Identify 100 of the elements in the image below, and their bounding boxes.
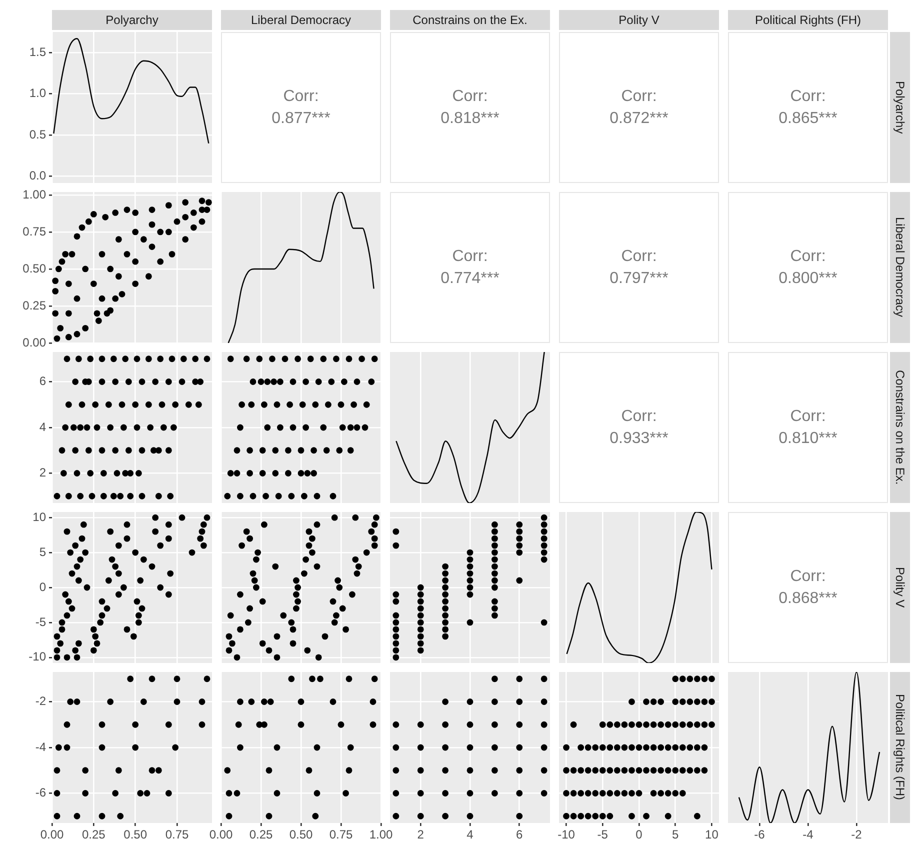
point — [392, 790, 400, 796]
x-tick-label: 5 — [672, 828, 680, 842]
x-tick-label: 0 — [636, 828, 643, 842]
point — [261, 721, 268, 728]
point — [540, 767, 548, 774]
text: 0.818*** — [440, 108, 500, 128]
x-tick-label: 10 — [705, 828, 719, 842]
point — [198, 721, 206, 728]
text: 0.797*** — [610, 268, 668, 288]
x-tick-label: 0.50 — [289, 828, 313, 842]
point — [540, 721, 548, 728]
y-tick-label: 0.0 — [29, 168, 46, 183]
y-tick-label: 10 — [32, 510, 46, 524]
text: 0.865*** — [778, 108, 838, 128]
point — [174, 698, 180, 705]
point — [298, 698, 304, 705]
point — [132, 721, 139, 728]
point — [491, 790, 498, 796]
text: 0.868*** — [778, 588, 838, 608]
point — [234, 790, 240, 796]
point — [226, 812, 232, 820]
x-tick-label: -4 — [802, 828, 814, 842]
point — [392, 721, 400, 728]
point — [516, 790, 523, 796]
point — [309, 676, 316, 682]
point — [261, 698, 268, 705]
point — [346, 676, 352, 682]
point — [237, 744, 244, 751]
text: Liberal Democracy — [890, 192, 910, 343]
point — [540, 676, 548, 682]
y-tick-label: 2 — [39, 466, 46, 480]
point — [347, 744, 354, 751]
point — [226, 790, 232, 796]
text: 0.774*** — [440, 268, 500, 288]
point — [274, 744, 280, 751]
point — [132, 744, 139, 751]
x-tick-label: 0.50 — [124, 828, 148, 842]
text: Liberal Democracy — [221, 10, 381, 30]
point — [98, 812, 106, 820]
point — [165, 790, 172, 796]
point — [442, 812, 449, 820]
point — [198, 698, 206, 705]
point — [417, 767, 424, 774]
point — [237, 698, 244, 705]
point — [64, 744, 70, 751]
point — [274, 790, 280, 796]
y2-axis-title: Political Rights (FH) — [890, 672, 910, 823]
text: Corr: — [790, 406, 826, 426]
y-tick-label: 1.00 — [22, 187, 46, 202]
point — [392, 812, 400, 820]
point — [540, 790, 548, 796]
y-tick-label: -6 — [35, 786, 46, 800]
y-tick-label: 0.50 — [22, 261, 46, 276]
y-tick-label: -2 — [35, 694, 46, 708]
x-tick-label: 4 — [466, 828, 474, 842]
point — [98, 744, 106, 751]
point — [466, 744, 474, 751]
point — [338, 721, 344, 728]
point — [442, 767, 449, 774]
point — [67, 698, 74, 705]
point — [54, 767, 60, 774]
point — [312, 812, 319, 820]
y-tick-label: 0.75 — [22, 224, 46, 238]
point — [442, 744, 449, 751]
chart-title: Polyarchy — [52, 10, 212, 30]
y-tick-label: 1.0 — [29, 86, 46, 100]
text: Polyarchy — [890, 32, 910, 183]
x-tick-label: 1.00 — [369, 828, 393, 842]
point — [491, 698, 498, 705]
text: 0.872*** — [610, 108, 668, 128]
point — [516, 721, 523, 728]
point — [491, 744, 498, 751]
point — [298, 721, 304, 728]
y-tick-label: 1.5 — [29, 44, 46, 59]
point — [82, 790, 89, 796]
point — [392, 767, 400, 774]
y-tick-label: 5 — [39, 544, 46, 559]
point — [392, 744, 400, 751]
y-tick-label: 0.00 — [22, 335, 46, 350]
point — [442, 790, 449, 796]
point — [54, 790, 60, 796]
text: Polity V — [559, 10, 719, 30]
point — [442, 698, 449, 705]
y-tick-label: 6 — [39, 374, 46, 388]
point — [371, 676, 378, 682]
point — [342, 790, 349, 796]
point — [74, 698, 80, 705]
point — [266, 812, 272, 820]
point — [107, 698, 114, 705]
point — [144, 790, 150, 796]
text: Polity V — [890, 512, 910, 663]
point — [516, 812, 523, 820]
point — [491, 676, 498, 682]
point — [540, 744, 548, 751]
point — [174, 676, 180, 682]
point — [266, 767, 272, 774]
x-tick-label: -6 — [754, 828, 766, 842]
point — [417, 744, 424, 751]
point — [516, 676, 523, 682]
point — [466, 698, 474, 705]
